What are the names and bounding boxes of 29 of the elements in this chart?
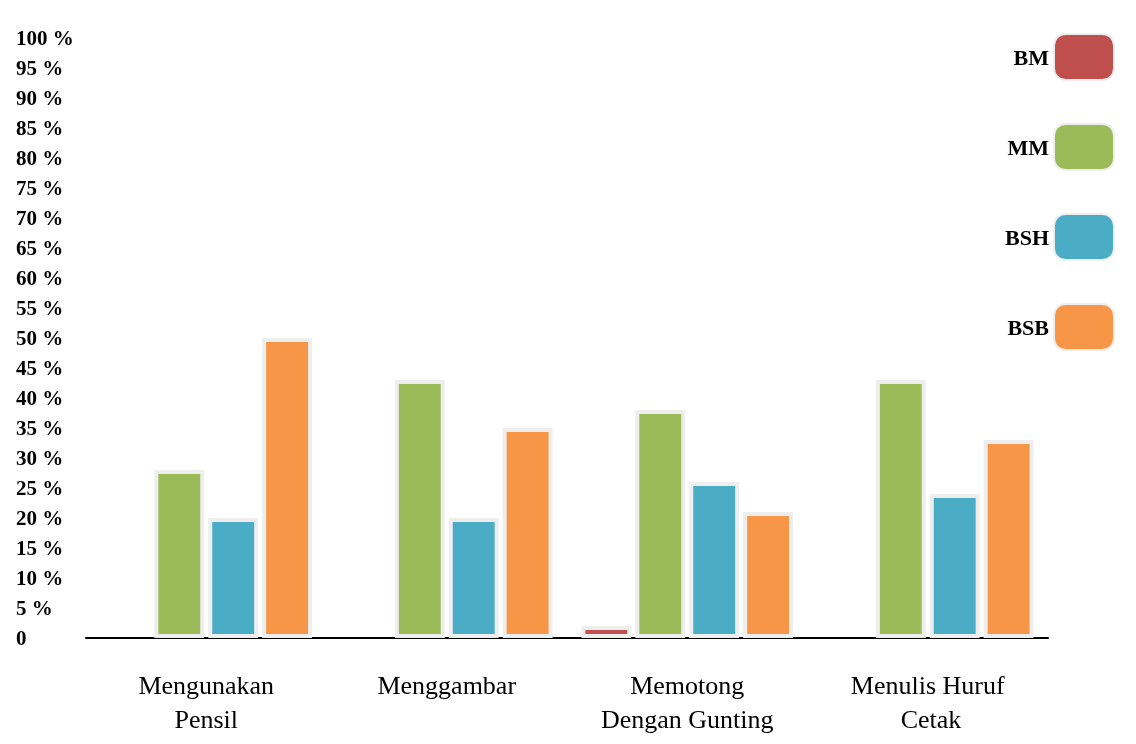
y-tick-label: 40 %: [16, 386, 64, 410]
y-tick-label: 70 %: [16, 206, 64, 230]
y-tick-label: 95 %: [16, 56, 64, 80]
legend-label: MM: [1007, 134, 1050, 160]
y-tick-label: 0: [16, 626, 27, 650]
y-tick-label: 35 %: [16, 416, 64, 440]
x-tick-label: Menulis Huruf Cetak: [850, 670, 1005, 734]
y-tick-label: 25 %: [16, 476, 64, 500]
legend-label: BM: [1013, 44, 1050, 70]
x-tick-label: Memotong Dengan Gunting: [600, 670, 774, 734]
y-tick-label: 50 %: [16, 326, 64, 350]
y-tick-label: 60 %: [16, 266, 64, 290]
legend-label: BSB: [1007, 314, 1050, 340]
y-tick-label: 5 %: [16, 596, 53, 620]
y-tick-label: 80 %: [16, 146, 64, 170]
y-tick-label: 30 %: [16, 446, 64, 470]
y-tick-label: 10 %: [16, 566, 64, 590]
y-tick-label: 20 %: [16, 506, 64, 530]
x-tick-label: Mengunakan Pensil: [138, 670, 275, 734]
x-tick-label: Menggambar: [377, 670, 517, 700]
y-tick-label: 90 %: [16, 86, 64, 110]
y-tick-label: 45 %: [16, 356, 64, 380]
y-tick-label: 100 %: [16, 26, 74, 50]
y-tick-label: 65 %: [16, 236, 64, 260]
y-tick-label: 15 %: [16, 536, 64, 560]
y-tick-label: 55 %: [16, 296, 64, 320]
y-tick-label: 85 %: [16, 116, 64, 140]
y-tick-label: 75 %: [16, 176, 64, 200]
legend-label: BSH: [1004, 224, 1049, 250]
